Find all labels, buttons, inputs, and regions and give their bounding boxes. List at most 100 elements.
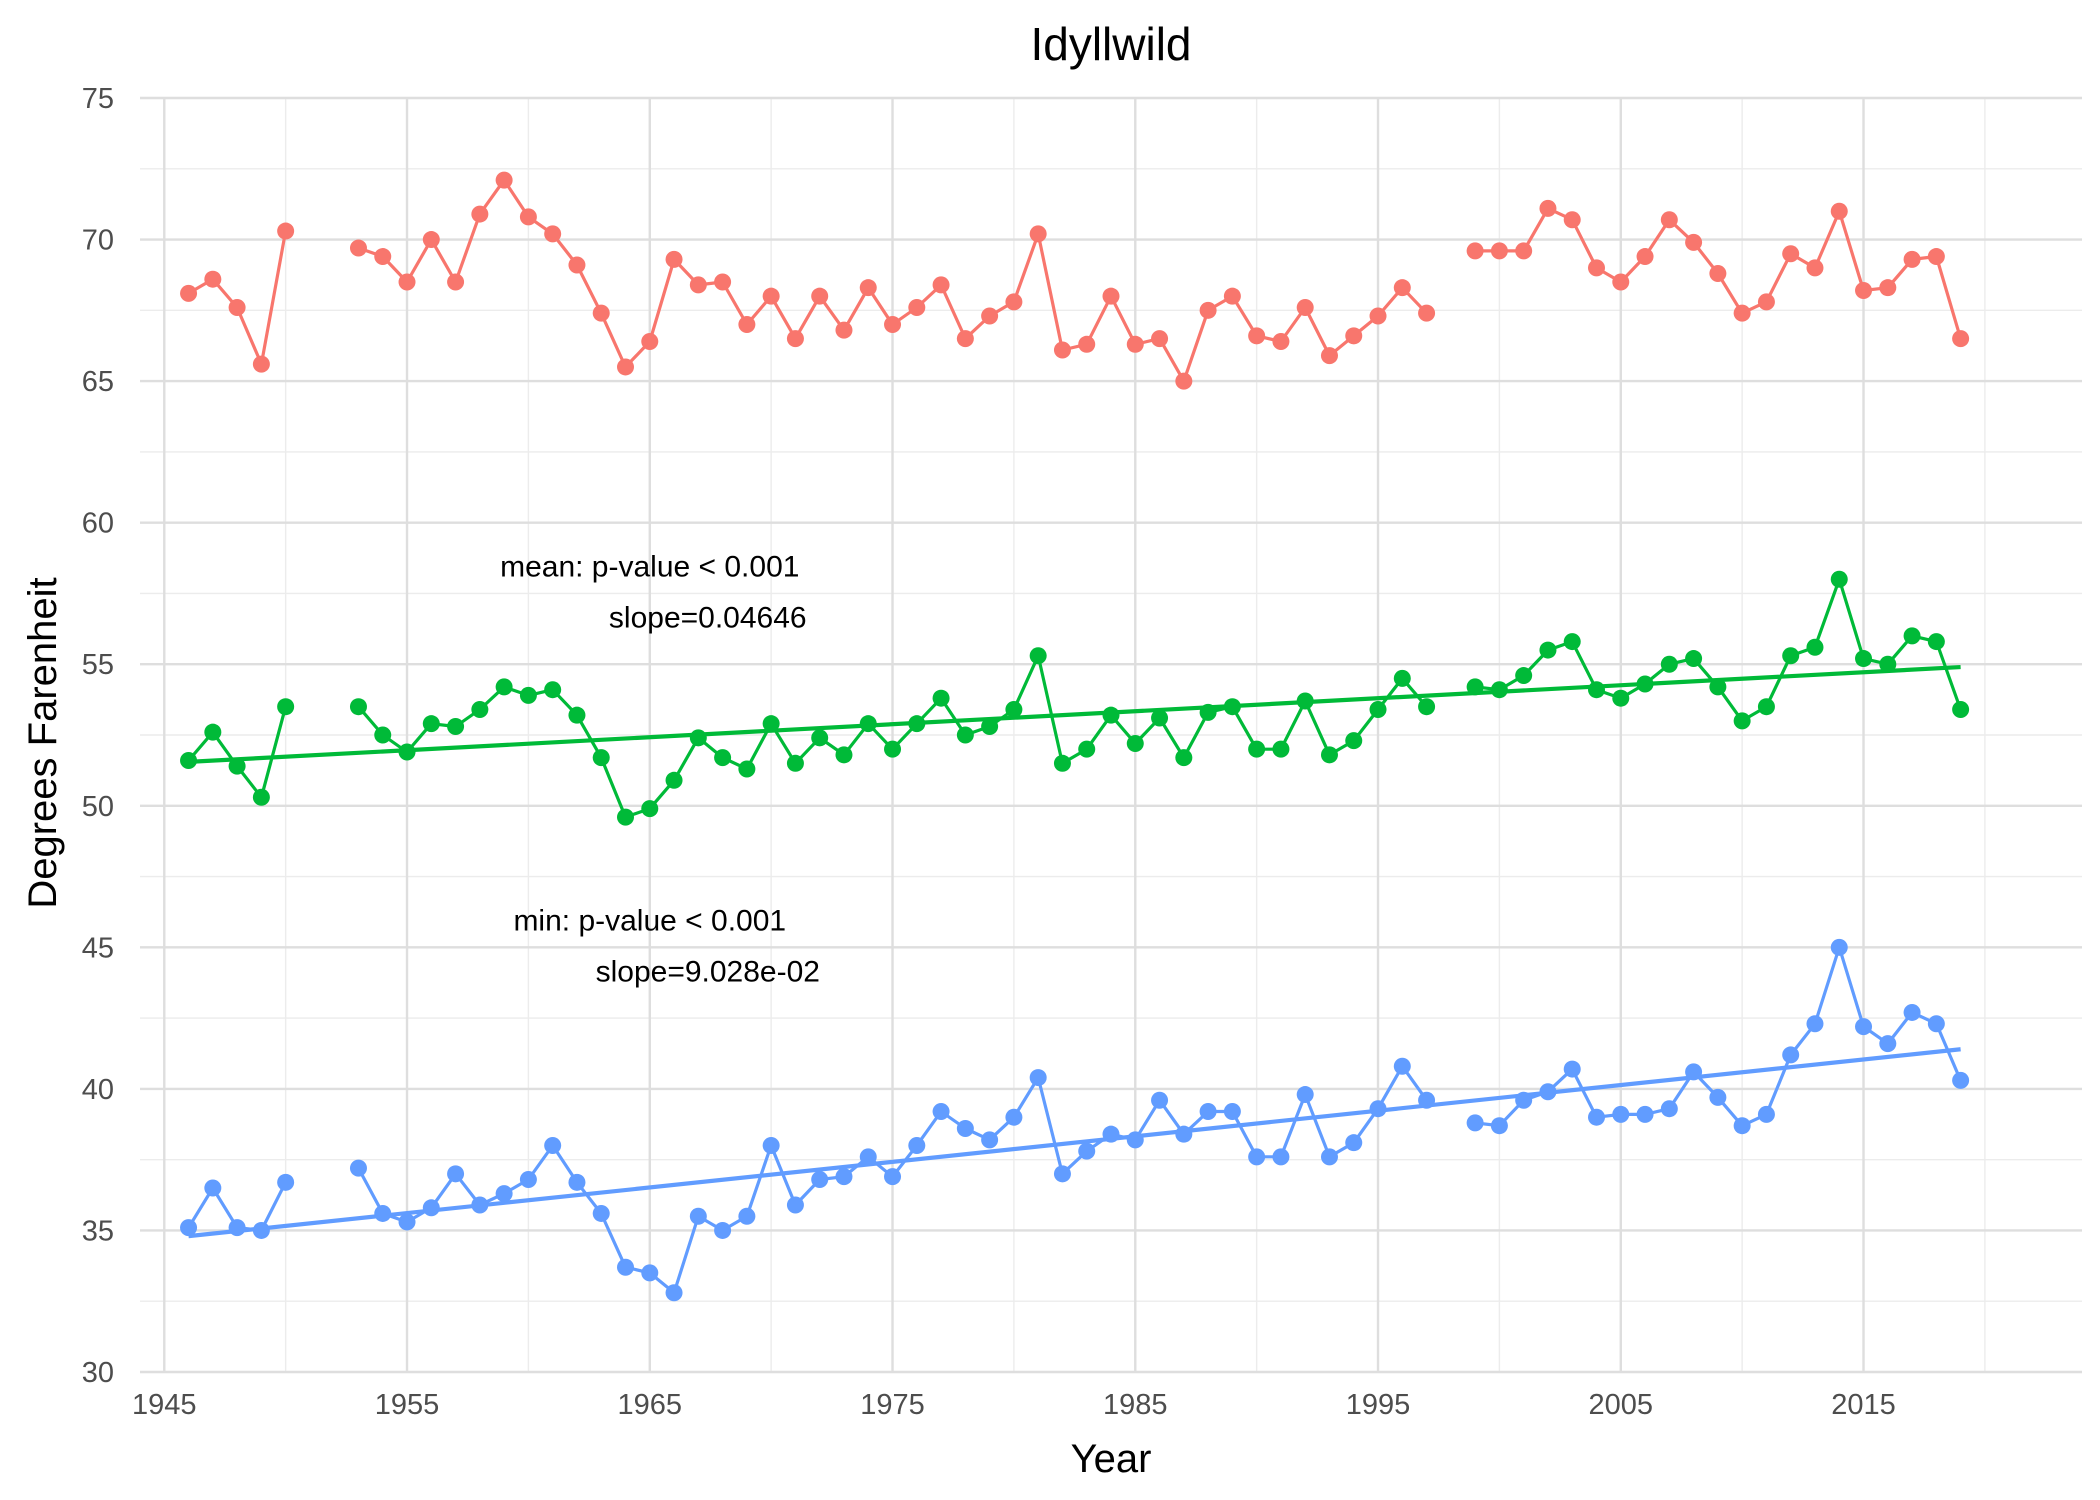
max-data-point: [1223, 287, 1241, 305]
max-data-point: [1248, 327, 1266, 345]
mean-data-point: [1490, 681, 1508, 699]
min-data-point: [1855, 1018, 1873, 1036]
mean-data-point: [1806, 638, 1824, 656]
min-data-point: [447, 1165, 465, 1183]
max-data-point: [1879, 279, 1897, 297]
max-data-point: [1029, 225, 1047, 243]
x-tick-label: 1945: [132, 1389, 197, 1421]
mean-data-point: [1418, 698, 1436, 716]
max-data-point: [277, 222, 295, 240]
min-data-point: [1296, 1086, 1314, 1104]
min-data-point: [592, 1204, 610, 1222]
max-data-point: [1636, 248, 1654, 266]
mean-data-point: [1636, 675, 1654, 693]
max-data-point: [471, 205, 489, 223]
mean-data-point: [738, 760, 756, 778]
mean-data-point: [1515, 667, 1533, 685]
max-data-point: [228, 299, 246, 317]
mean-data-point: [1029, 647, 1047, 665]
max-data-point: [1660, 211, 1678, 229]
mean-data-point: [1345, 732, 1363, 750]
min-data-point: [1029, 1069, 1047, 1087]
x-tick-label: 1995: [1346, 1389, 1411, 1421]
max-data-point: [1782, 245, 1800, 263]
max-data-point: [204, 270, 222, 288]
min-data-point: [641, 1264, 659, 1282]
max-data-point: [1393, 279, 1411, 297]
mean-data-point: [1223, 698, 1241, 716]
min-data-point: [1539, 1083, 1557, 1101]
min-data-point: [665, 1284, 683, 1302]
min-data-point: [762, 1137, 780, 1155]
max-data-point: [1830, 202, 1848, 220]
min-data-point: [1466, 1114, 1484, 1132]
min-data-point: [1102, 1125, 1120, 1143]
min-data-point: [1369, 1100, 1387, 1118]
max-data-point: [956, 330, 974, 348]
mean-trend-line: [188, 664, 1961, 764]
mean-data-point: [1830, 570, 1848, 588]
mean-data-point: [1660, 655, 1678, 673]
annotations: mean: p-value < 0.001 slope=0.04646 min: p…: [500, 550, 820, 988]
max-data-point: [544, 225, 562, 243]
mean-data-point: [1685, 650, 1703, 668]
min-data-point: [1126, 1131, 1144, 1149]
min-data-point: [956, 1120, 974, 1138]
min-data-point: [252, 1221, 270, 1239]
mean-data-point: [1952, 701, 1970, 719]
max-series: [180, 171, 1970, 390]
min-data-point: [519, 1170, 537, 1188]
max-data-point: [349, 239, 367, 257]
max-data-point: [398, 273, 416, 291]
mean-data-point: [932, 689, 950, 707]
min-data-point: [1005, 1108, 1023, 1126]
min-data-point: [180, 1219, 198, 1237]
max-data-point: [1053, 341, 1071, 359]
min-data-point: [1563, 1060, 1581, 1078]
annotation-pvalue: mean: p-value < 0.001: [500, 550, 799, 583]
y-tick-label: 50: [82, 791, 114, 823]
mean-data-point: [1078, 740, 1096, 758]
max-data-point: [665, 250, 683, 268]
max-data-point: [859, 279, 877, 297]
min-data-point: [544, 1137, 562, 1155]
max-data-point: [180, 284, 198, 302]
mean-data-point: [1612, 689, 1630, 707]
max-data-point: [495, 171, 513, 189]
max-data-point: [1588, 259, 1605, 277]
max-data-point: [1199, 301, 1217, 319]
max-data-point: [1490, 242, 1508, 260]
mean-data-point: [1296, 692, 1314, 710]
mean-data-point: [665, 771, 683, 789]
min-data-point: [1053, 1165, 1071, 1183]
y-tick-label: 75: [82, 83, 114, 115]
min-data-point: [1636, 1105, 1654, 1123]
chart-title: Idyllwild: [1030, 18, 1191, 70]
max-data-point: [884, 315, 902, 333]
x-tick-label: 1955: [375, 1389, 440, 1421]
y-tick-label: 60: [82, 508, 114, 540]
max-data-point: [1126, 335, 1144, 353]
min-data-point: [1879, 1035, 1897, 1053]
max-data-point: [1272, 332, 1290, 350]
y-tick-label: 65: [82, 366, 114, 398]
max-data-point: [641, 332, 659, 350]
min-data-point: [1248, 1148, 1266, 1166]
mean-data-point: [1733, 712, 1751, 730]
tick-labels: 1945 1955 1965 1975 1985 1995 2005 2015 30 35 40 45…: [82, 83, 1896, 1421]
mean-data-point: [228, 757, 246, 775]
max-data-point: [617, 358, 634, 376]
min-data-point: [422, 1199, 440, 1217]
max-data-point: [1709, 265, 1727, 283]
min-data-point: [1199, 1103, 1217, 1121]
min-data-point: [1806, 1015, 1824, 1033]
min-data-point: [1709, 1088, 1727, 1106]
min-data-point: [1272, 1148, 1290, 1166]
mean-data-point: [1782, 647, 1800, 665]
grid: [140, 96, 2082, 1374]
mean-data-point: [1005, 701, 1023, 719]
x-tick-label: 2015: [1831, 1389, 1896, 1421]
annotation-slope: slope=9.028e-02: [596, 955, 820, 988]
max-data-point: [1757, 293, 1775, 311]
min-data-point: [495, 1185, 513, 1203]
